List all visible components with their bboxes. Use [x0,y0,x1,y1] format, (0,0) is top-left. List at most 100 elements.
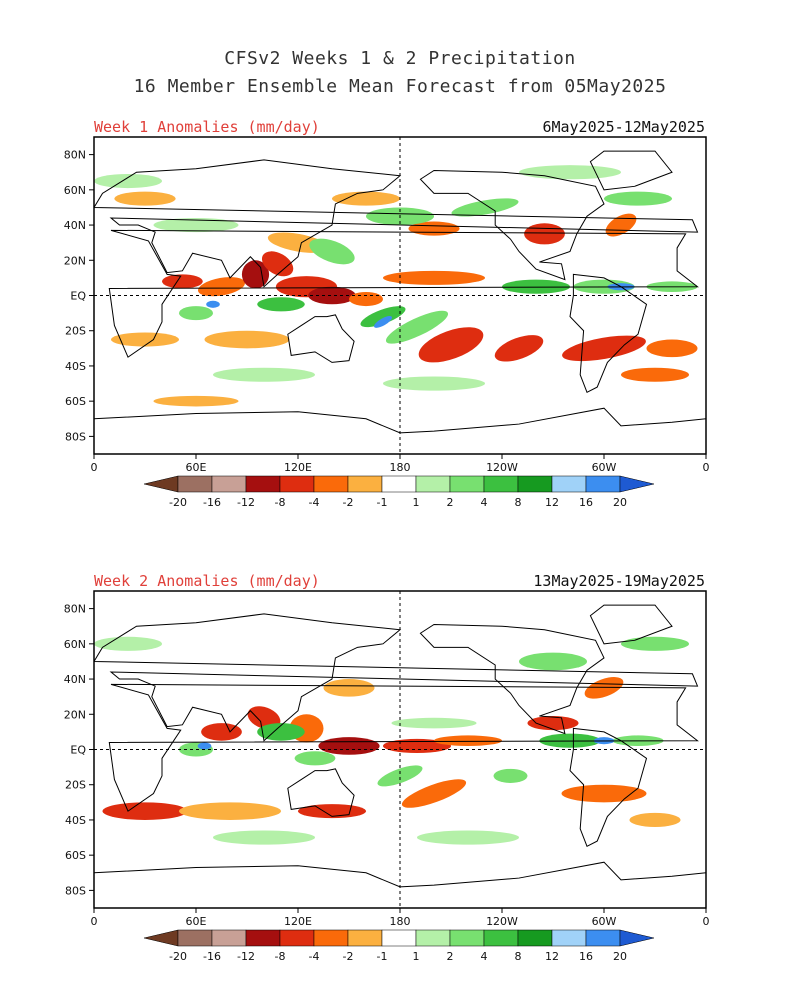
anomaly-dry_light [646,339,698,358]
lat-label: 80N [64,149,86,162]
anomaly-dry_weak [323,679,375,697]
anomaly-dry_mid [562,335,646,362]
coastline-1 [94,159,699,288]
colorbar-swatch [585,475,621,493]
map-field [94,137,706,454]
anomaly-dry_heavy [241,260,270,289]
anomaly-dry_mid [527,716,579,731]
coastline-5 [589,604,673,645]
chart-subtitle: 16 Member Ensemble Mean Forecast from 05… [133,76,667,97]
lon-label: 0 [703,461,710,474]
lat-label: 20N [64,254,86,267]
anomaly-wet_heavy [197,742,212,750]
lon-label: 120W [486,461,518,474]
map-field [94,591,706,908]
colorbar-tick-label: -20 [169,950,187,963]
anomaly-dry_mid [162,274,203,289]
anomaly-wet_light [309,238,355,265]
lat-label: 40S [65,814,86,827]
coastline-0 [108,683,699,812]
colorbar-swatch [279,929,315,947]
lat-label: 40S [65,360,86,373]
anomaly-wet_weak [519,165,621,180]
lat-label: EQ [70,744,86,757]
anomaly-dry_weak [204,330,290,349]
lat-label: 20S [65,325,86,338]
coastline-3 [419,169,605,281]
colorbar-swatch [177,929,213,947]
colorbar-swatch [585,929,621,947]
colorbar-tick-label: 16 [579,496,593,509]
colorbar-swatch [381,475,417,493]
anomaly-dry_mid [524,223,565,245]
colorbar-swatch [449,475,485,493]
coastline-5 [589,150,673,191]
colorbar-swatch [177,475,213,493]
lat-label: 40N [64,219,86,232]
colorbar-arrow-left [143,929,179,947]
chart-title: CFSv2 Weeks 1 & 2 Precipitation [224,48,576,69]
colorbar-swatch [483,475,519,493]
colorbar-swatch [551,475,587,493]
anomaly-wet_light [377,765,423,787]
colorbar-swatch [313,475,349,493]
anomaly-dry_mid [201,723,242,741]
colorbar-tick-label: -1 [377,950,388,963]
colorbar-swatch [279,475,315,493]
colorbar-tick-label: 4 [481,950,488,963]
anomaly-dry_light [605,213,637,237]
anomaly-wet_mid [360,306,406,328]
anomaly-dry_heavy [308,286,356,305]
colorbar-tick-label: 1 [413,950,420,963]
colorbar-tick-label: -16 [203,950,221,963]
colorbar-tick-label: 20 [613,496,627,509]
lon-label: 60W [592,461,617,474]
colorbar-arrow-right [619,929,655,947]
colorbar-swatch [347,475,383,493]
colorbar-tick-label: -2 [343,950,354,963]
lat-label: 80S [65,430,86,443]
lat-label: 80N [64,603,86,616]
anomaly-wet_weak [383,376,485,391]
anomaly-dry_weak [153,395,239,407]
lat-label: 60S [65,395,86,408]
week1-dates: 6May2025-12May2025 [542,118,705,136]
anomaly-wet_light [604,191,672,206]
colorbar-swatch [211,475,247,493]
lon-label: 60W [592,915,617,928]
coastline-0 [108,229,699,358]
colorbar-swatch [517,929,553,947]
week2-dates: 13May2025-19May2025 [533,572,705,590]
anomaly-dry_light [401,779,467,808]
colorbar-arrow-left [143,475,179,493]
anomaly-wet_weak [213,367,315,382]
lon-label: 180 [390,461,411,474]
anomaly-dry_weak [629,812,681,827]
colorbar-tick-label: 2 [447,496,454,509]
anomaly-dry_light [198,277,245,297]
lon-label: 0 [91,461,98,474]
anomaly-dry_weak [111,332,179,347]
colorbar-swatch [381,929,417,947]
anomaly-wet_heavy [206,300,220,308]
colorbar-swatch [245,475,281,493]
lat-label: 80S [65,884,86,897]
anomaly-wet_weak [213,830,315,845]
colorbar-swatch [211,929,247,947]
lon-label: 120W [486,915,518,928]
anomaly-dry_mid [247,706,281,730]
colorbar-tick-label: -16 [203,496,221,509]
anomaly-wet_light [621,636,689,651]
lon-label: 0 [91,915,98,928]
colorbar: -20 -16 -12 -8 -4 -2 -1 1 2 4 8 12 16 20 [143,475,655,509]
anomaly-dry_mid [102,802,188,820]
coastline-4 [569,273,648,394]
colorbar-tick-label: -1 [377,496,388,509]
colorbar-tick-label: -8 [275,496,286,509]
anomaly-wet_light [519,652,587,671]
colorbar-swatch [415,929,451,947]
lon-label: 120E [284,915,312,928]
colorbar-tick-label: 8 [515,950,522,963]
